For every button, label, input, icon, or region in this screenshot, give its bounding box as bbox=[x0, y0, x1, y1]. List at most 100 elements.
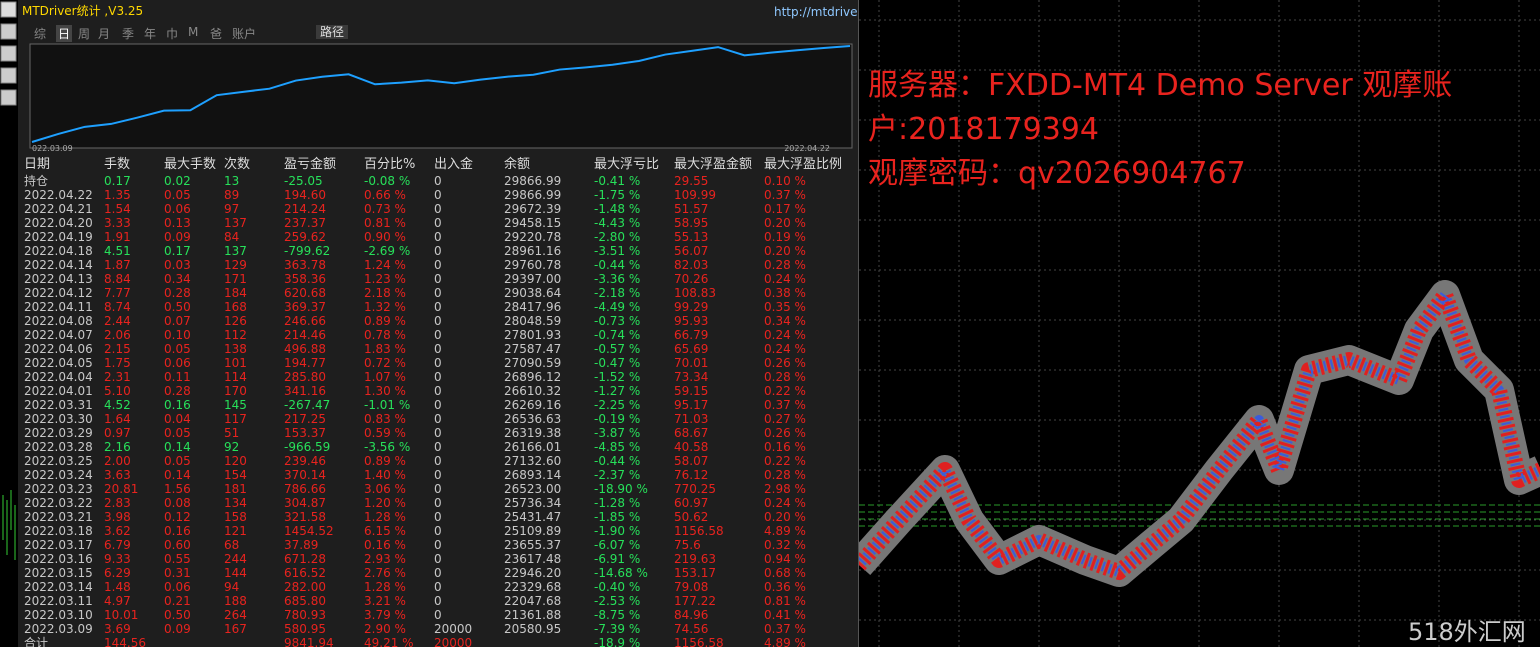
table-cell: 20.81 bbox=[104, 482, 139, 496]
tool-icon[interactable] bbox=[0, 67, 17, 84]
table-cell: 59.15 bbox=[674, 384, 709, 398]
table-cell: 26610.32 bbox=[504, 384, 562, 398]
table-cell: 2.83 bbox=[104, 496, 131, 510]
table-cell: 0.08 bbox=[164, 496, 191, 510]
table-cell: 0 bbox=[434, 258, 442, 272]
table-cell: 1.75 bbox=[104, 356, 131, 370]
table-cell: -1.90 % bbox=[594, 524, 641, 538]
table-cell: 0.38 % bbox=[764, 286, 806, 300]
tool-icon[interactable] bbox=[0, 1, 17, 18]
tool-icon[interactable] bbox=[0, 45, 17, 62]
table-cell: 0 bbox=[434, 440, 442, 454]
table-cell: 9.33 bbox=[104, 552, 131, 566]
table-cell: 0.06 bbox=[164, 356, 191, 370]
table-cell: 0 bbox=[434, 314, 442, 328]
table-cell: -25.05 bbox=[284, 174, 323, 188]
table-cell: 95.93 bbox=[674, 314, 709, 328]
tab[interactable]: 年 bbox=[144, 27, 157, 41]
table-cell: 68 bbox=[224, 538, 240, 552]
table-cell: 264 bbox=[224, 608, 247, 622]
tab[interactable]: 巾 bbox=[166, 27, 179, 41]
table-cell: 0 bbox=[434, 244, 442, 258]
table-cell: 2022.04.14 bbox=[24, 258, 93, 272]
end-date: 2022.04.22 bbox=[784, 144, 830, 153]
table-cell: 0.59 % bbox=[364, 426, 406, 440]
tab[interactable]: M bbox=[188, 25, 199, 39]
table-cell: 217.25 bbox=[284, 412, 326, 426]
tab[interactable]: 爸 bbox=[210, 27, 223, 41]
table-cell: 580.95 bbox=[284, 622, 326, 636]
side-bars bbox=[2, 490, 16, 560]
table-cell: 2022.03.24 bbox=[24, 468, 93, 482]
total-cell: 合计 bbox=[24, 636, 49, 647]
table-cell: 0 bbox=[434, 412, 442, 426]
price-blue bbox=[859, 290, 1540, 577]
table-cell: 27801.93 bbox=[504, 328, 562, 342]
table-cell: -4.85 % bbox=[594, 440, 641, 454]
table-cell: 2022.04.11 bbox=[24, 300, 93, 314]
table-cell: 0.36 % bbox=[764, 580, 806, 594]
table-cell: -0.19 % bbox=[594, 412, 641, 426]
table-cell: -0.08 % bbox=[364, 174, 411, 188]
table-cell: 237.37 bbox=[284, 216, 326, 230]
table-cell: 2022.03.22 bbox=[24, 496, 93, 510]
table-cell: 56.07 bbox=[674, 244, 709, 258]
table-cell: 181 bbox=[224, 482, 247, 496]
tab[interactable]: 综 bbox=[34, 27, 47, 41]
table-cell: 304.87 bbox=[284, 496, 326, 510]
table-cell: -1.48 % bbox=[594, 202, 641, 216]
table-cell: 8.74 bbox=[104, 300, 131, 314]
table-cell: 0 bbox=[434, 594, 442, 608]
table-cell: 0.89 % bbox=[364, 454, 406, 468]
table-cell: 51 bbox=[224, 426, 240, 440]
table-cell: 2022.03.09 bbox=[24, 622, 93, 636]
table-cell: 28417.96 bbox=[504, 300, 562, 314]
column-header: 最大浮盈比例 bbox=[764, 157, 843, 172]
table-cell: 2.00 bbox=[104, 454, 131, 468]
tab[interactable]: 日 bbox=[56, 25, 73, 42]
table-cell: -0.47 % bbox=[594, 356, 641, 370]
table-cell: 0.14 bbox=[164, 468, 191, 482]
table-cell: 0.37 % bbox=[764, 398, 806, 412]
table-cell: 0.89 % bbox=[364, 314, 406, 328]
path-button[interactable]: 路径 bbox=[316, 25, 349, 39]
table-cell: 1.23 % bbox=[364, 272, 406, 286]
tab[interactable]: 账户 bbox=[232, 27, 257, 41]
table-cell: 25736.34 bbox=[504, 496, 562, 510]
tab[interactable]: 月 bbox=[98, 27, 111, 41]
table-cell: 3.21 % bbox=[364, 594, 406, 608]
tab[interactable]: 季 bbox=[122, 27, 135, 41]
url[interactable]: http://mtdriver.cn bbox=[774, 5, 858, 19]
table-cell: 0.02 bbox=[164, 174, 191, 188]
table-cell: 20000 bbox=[434, 622, 473, 636]
tool-icon[interactable] bbox=[0, 89, 17, 106]
table-cell: 28961.16 bbox=[504, 244, 562, 258]
table-cell: 0.11 bbox=[164, 370, 191, 384]
table-cell: 0.24 % bbox=[764, 496, 806, 510]
table-cell: 129 bbox=[224, 258, 247, 272]
table-cell: -0.40 % bbox=[594, 580, 641, 594]
table-cell: -3.87 % bbox=[594, 426, 641, 440]
table-cell: 2.06 bbox=[104, 328, 131, 342]
table-cell: 0.55 bbox=[164, 552, 191, 566]
table-cell: 58.07 bbox=[674, 454, 709, 468]
table-cell: 29.55 bbox=[674, 174, 709, 188]
table-cell: 6.29 bbox=[104, 566, 131, 580]
table-cell: 0.72 % bbox=[364, 356, 406, 370]
tool-icon[interactable] bbox=[0, 23, 17, 40]
table-cell: 620.68 bbox=[284, 286, 326, 300]
table-cell: 2022.03.28 bbox=[24, 440, 93, 454]
table-cell: 177.22 bbox=[674, 594, 716, 608]
table-cell: 3.06 % bbox=[364, 482, 406, 496]
table-cell: 2022.04.13 bbox=[24, 272, 93, 286]
table-cell: 170 bbox=[224, 384, 247, 398]
table-cell: -4.49 % bbox=[594, 300, 641, 314]
total-cell: 1156.58 bbox=[674, 636, 724, 647]
tab[interactable]: 周 bbox=[78, 27, 91, 41]
table-cell: 4.89 % bbox=[764, 524, 806, 538]
table-cell: 2022.04.05 bbox=[24, 356, 93, 370]
table-cell: 369.37 bbox=[284, 300, 326, 314]
table-cell: 2.15 bbox=[104, 342, 131, 356]
table-cell: 0.06 bbox=[164, 202, 191, 216]
table-cell: 363.78 bbox=[284, 258, 326, 272]
